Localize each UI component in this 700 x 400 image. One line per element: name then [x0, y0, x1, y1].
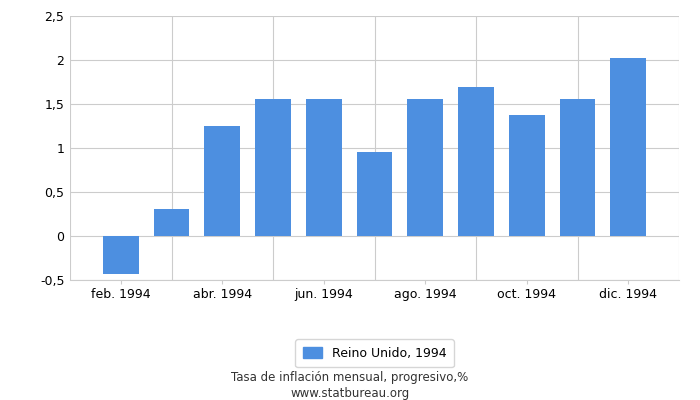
- Bar: [306, 99, 342, 236]
- Bar: [204, 126, 240, 236]
- Text: Tasa de inflación mensual, progresivo,%: Tasa de inflación mensual, progresivo,%: [232, 372, 468, 384]
- Bar: [154, 209, 189, 236]
- Bar: [560, 99, 595, 236]
- Bar: [357, 152, 392, 236]
- Bar: [458, 87, 493, 236]
- Legend: Reino Unido, 1994: Reino Unido, 1994: [295, 339, 454, 367]
- Bar: [256, 99, 290, 236]
- Bar: [509, 114, 545, 236]
- Bar: [407, 99, 443, 236]
- Text: www.statbureau.org: www.statbureau.org: [290, 388, 410, 400]
- Bar: [103, 236, 139, 274]
- Bar: [610, 58, 646, 236]
